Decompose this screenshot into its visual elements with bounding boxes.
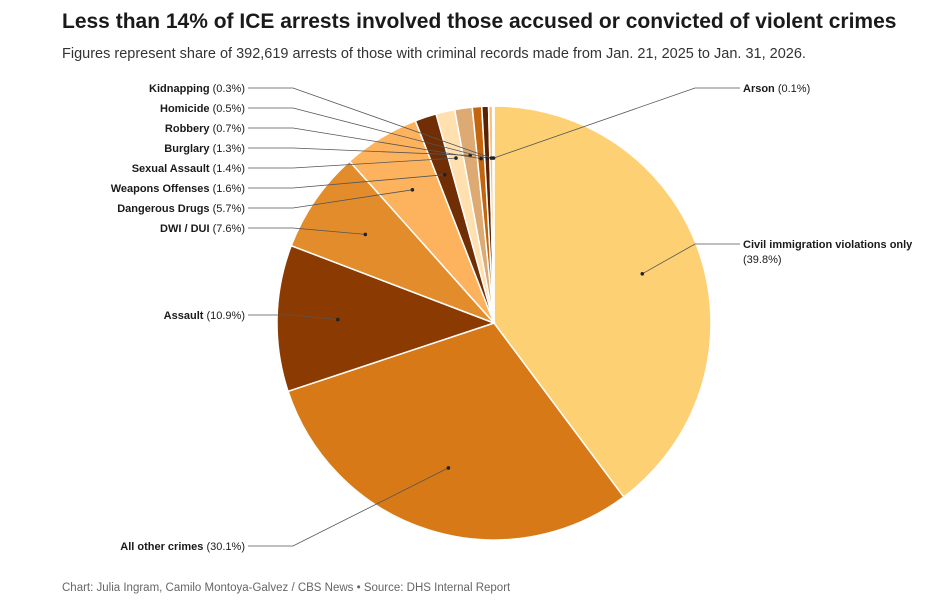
pie-slice-arson	[491, 105, 495, 324]
slice-label-arson: Arson (0.1%)	[743, 83, 810, 95]
slice-label-kidnapping: Kidnapping (0.3%)	[149, 83, 245, 95]
leader-dot-dwi-dui	[363, 232, 368, 237]
leader-line-sexual-assault	[248, 157, 457, 169]
leader-line-all-other-crimes	[248, 467, 449, 547]
pie-slice-civil-immigration-violations-only	[493, 105, 712, 498]
leader-dot-weapons-offenses	[443, 172, 447, 177]
leader-dot-sexual-assault	[454, 156, 458, 160]
leader-dot-robbery	[479, 156, 483, 161]
chart-credit: Chart: Julia Ingram, Camilo Montoya-Galv…	[62, 582, 511, 594]
leader-line-assault	[248, 314, 338, 320]
leader-line-robbery	[248, 127, 482, 159]
leader-line-kidnapping	[248, 87, 492, 159]
pie-slice-dwi-dui	[290, 160, 495, 324]
slice-label-robbery: Robbery (0.7%)	[165, 123, 245, 135]
leader-line-dwi-dui	[248, 227, 366, 235]
leader-dot-civil-immigration-violations-only	[640, 272, 645, 276]
slice-label-civil-immigration-violations-only: Civil immigration violations only	[743, 239, 913, 251]
slice-pct-civil-immigration-violations-only: (39.8%)	[743, 254, 782, 266]
slice-label-assault: Assault (10.9%)	[164, 310, 245, 322]
leader-line-civil-immigration-violations-only	[642, 243, 740, 275]
pie-slice-assault	[276, 244, 497, 393]
slice-label-homicide: Homicide (0.5%)	[160, 103, 245, 115]
leader-line-weapons-offenses	[248, 174, 445, 189]
leader-dot-arson	[491, 156, 496, 160]
leader-line-homicide	[248, 107, 488, 159]
pie-slice-all-other-crimes	[287, 322, 625, 541]
leader-dot-dangerous-drugs	[410, 188, 415, 192]
slice-label-dwi-dui: DWI / DUI (7.6%)	[160, 223, 245, 235]
slice-label-all-other-crimes: All other crimes (30.1%)	[120, 541, 245, 553]
leader-line-dangerous-drugs	[248, 189, 413, 209]
slice-label-weapons-offenses: Weapons Offenses (1.6%)	[111, 183, 245, 195]
chart-title: Less than 14% of ICE arrests involved th…	[62, 10, 897, 33]
chart-subtitle: Figures represent share of 392,619 arres…	[62, 46, 806, 62]
slice-label-burglary: Burglary (1.3%)	[164, 143, 245, 155]
leader-dot-all-other-crimes	[446, 466, 451, 470]
slice-label-sexual-assault: Sexual Assault (1.4%)	[132, 163, 245, 175]
leader-dot-assault	[336, 317, 340, 322]
leader-line-arson	[493, 87, 740, 159]
leader-line-burglary	[248, 147, 471, 156]
slice-label-dangerous-drugs: Dangerous Drugs (5.7%)	[117, 203, 245, 215]
